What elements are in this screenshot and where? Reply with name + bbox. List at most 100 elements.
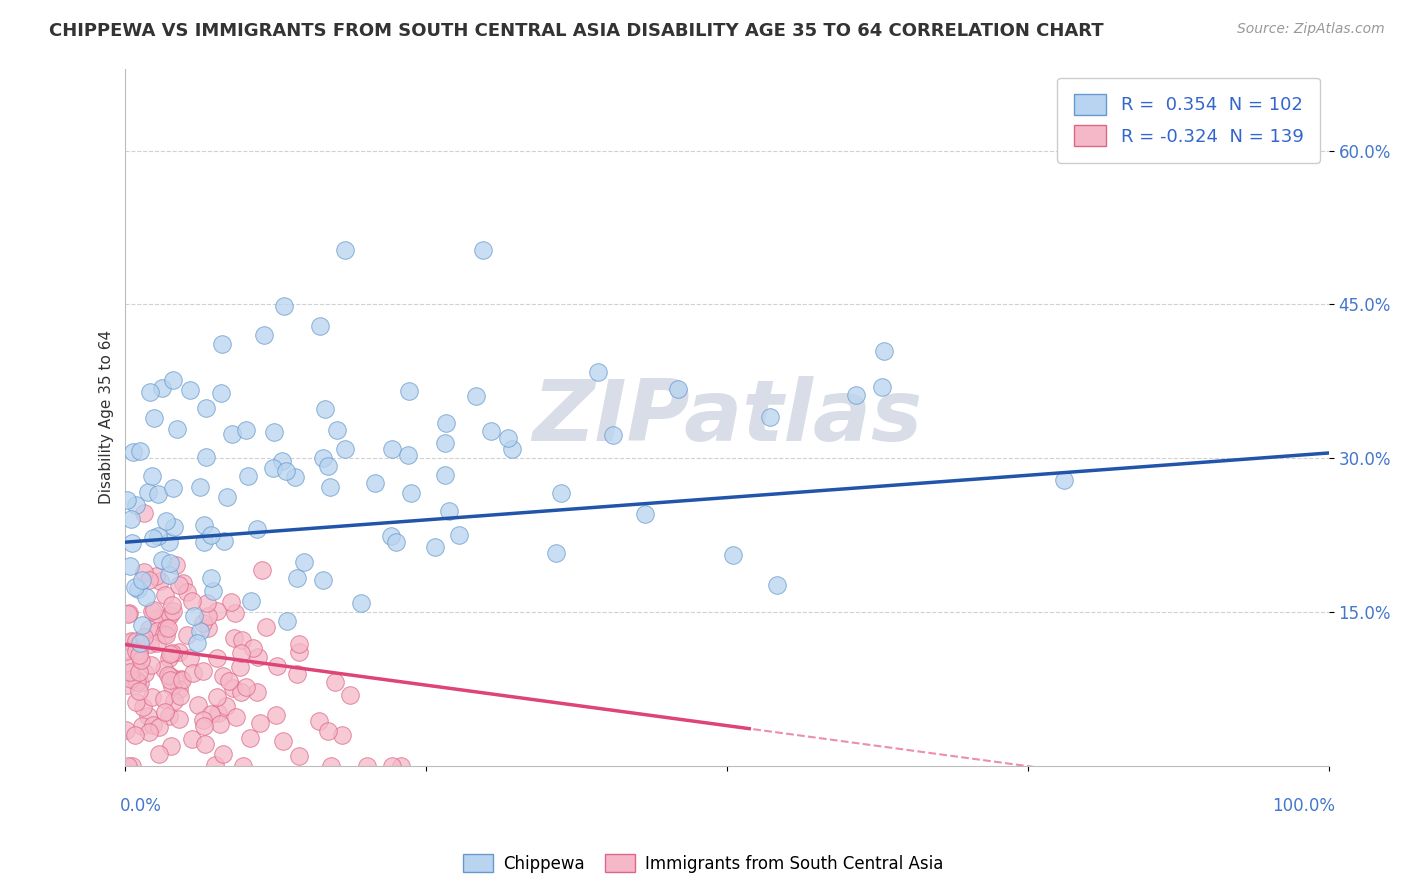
Point [114, 723, 136, 738]
Point [214, 534, 236, 549]
Point [312, 450, 335, 465]
Point [128, 444, 150, 458]
Point [550, 485, 572, 500]
Point [142, 411, 165, 425]
Point [758, 409, 780, 424]
Point [335, 442, 357, 457]
Point [242, 640, 264, 655]
Point [232, 758, 254, 772]
Point [326, 423, 349, 437]
Point [218, 673, 240, 688]
Point [118, 665, 141, 680]
Point [208, 717, 231, 731]
Point [148, 747, 170, 762]
Point [150, 381, 173, 395]
Point [634, 507, 657, 521]
Point [201, 584, 224, 599]
Point [235, 680, 257, 694]
Point [222, 681, 245, 696]
Point [273, 299, 295, 313]
Point [870, 380, 893, 394]
Point [219, 595, 242, 609]
Point [125, 634, 148, 648]
Point [350, 596, 373, 610]
Point [125, 498, 148, 512]
Point [170, 672, 193, 686]
Point [146, 636, 169, 650]
Point [142, 531, 165, 545]
Point [120, 672, 142, 686]
Point [481, 424, 503, 438]
Point [193, 719, 215, 733]
Point [129, 635, 152, 649]
Point [120, 635, 142, 649]
Point [153, 662, 176, 676]
Point [156, 611, 179, 625]
Point [128, 675, 150, 690]
Point [276, 614, 298, 628]
Point [224, 606, 246, 620]
Point [139, 384, 162, 399]
Point [246, 685, 269, 699]
Point [118, 559, 141, 574]
Point [169, 689, 191, 703]
Point [131, 653, 153, 667]
Legend: Chippewa, Immigrants from South Central Asia: Chippewa, Immigrants from South Central … [457, 847, 949, 880]
Point [132, 700, 155, 714]
Point [134, 506, 156, 520]
Point [159, 607, 181, 622]
Point [167, 682, 190, 697]
Point [207, 706, 229, 720]
Point [125, 675, 148, 690]
Point [425, 540, 447, 554]
Point [139, 637, 162, 651]
Point [153, 705, 176, 719]
Point [120, 512, 142, 526]
Point [128, 644, 150, 658]
Point [125, 695, 148, 709]
Point [128, 648, 150, 662]
Point [264, 708, 287, 723]
Point [447, 528, 470, 542]
Point [183, 609, 205, 624]
Point [229, 684, 252, 698]
Point [316, 723, 339, 738]
Point [153, 588, 176, 602]
Point [200, 528, 222, 542]
Point [254, 620, 277, 634]
Point [389, 758, 412, 772]
Point [162, 373, 184, 387]
Point [141, 690, 163, 704]
Point [153, 627, 176, 641]
Point [339, 689, 361, 703]
Point [142, 603, 165, 617]
Point [212, 669, 235, 683]
Text: 100.0%: 100.0% [1272, 797, 1334, 815]
Point [138, 573, 160, 587]
Point [205, 604, 228, 618]
Point [163, 520, 186, 534]
Point [247, 649, 270, 664]
Point [146, 624, 169, 638]
Point [195, 450, 218, 465]
Point [162, 680, 184, 694]
Point [364, 476, 387, 491]
Point [312, 574, 335, 588]
Point [666, 382, 689, 396]
Point [180, 732, 202, 747]
Point [131, 719, 153, 733]
Point [873, 344, 896, 359]
Point [721, 548, 744, 562]
Point [142, 718, 165, 732]
Point [437, 504, 460, 518]
Point [153, 692, 176, 706]
Point [263, 425, 285, 439]
Point [121, 758, 143, 772]
Point [125, 644, 148, 658]
Point [155, 514, 177, 528]
Point [132, 630, 155, 644]
Point [229, 646, 252, 660]
Point [215, 698, 238, 713]
Point [501, 442, 523, 456]
Point [120, 634, 142, 648]
